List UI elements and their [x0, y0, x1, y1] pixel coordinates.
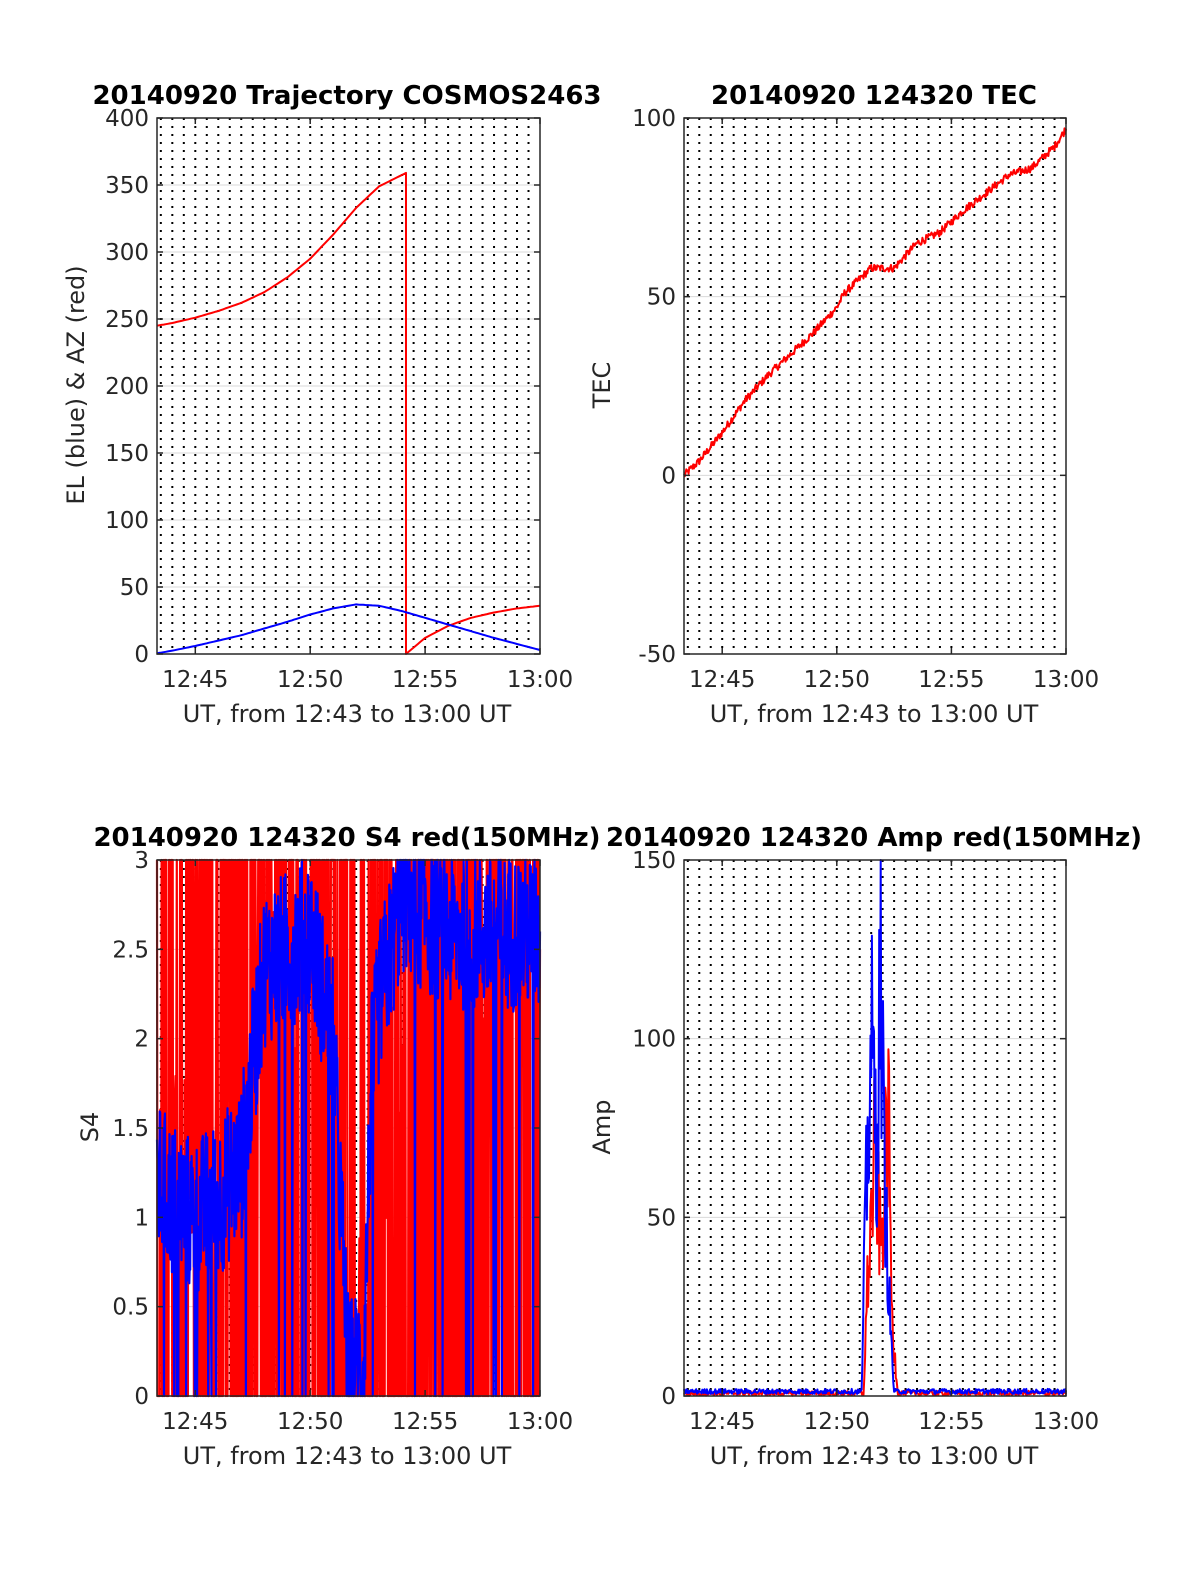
panel-s4: 20140920 124320 S4 red(150MHz) UT, from … [76, 823, 601, 1470]
x-axis-label: UT, from 12:43 to 13:00 UT [710, 1442, 1039, 1470]
y-tick-label: 1 [134, 1205, 149, 1231]
chart-title: 20140920 Trajectory COSMOS2463 [92, 81, 601, 111]
x-tick-label: 12:45 [162, 667, 228, 693]
x-tick-label: 12:55 [392, 667, 458, 693]
x-tick-label: 13:00 [507, 667, 573, 693]
axes-box [683, 117, 1067, 655]
x-tick-label: 12:55 [392, 1409, 458, 1435]
x-tick-label: 13:00 [507, 1409, 573, 1435]
y-tick-label: 350 [105, 173, 149, 199]
y-axis-label: S4 [76, 1112, 104, 1143]
y-tick-label: 3 [134, 848, 149, 874]
chart-title: 20140920 124320 Amp red(150MHz) [606, 823, 1142, 853]
x-tick-label: 12:50 [277, 667, 343, 693]
y-tick-label: 100 [632, 106, 676, 132]
plot-area: 0 50 100 150 200 250 300 350 400 12:45 12:50 12:55 1… [105, 106, 573, 693]
y-tick-label: 150 [632, 848, 676, 874]
y-tick-label: 1.5 [112, 1116, 149, 1142]
y-tick-label: 250 [105, 307, 149, 333]
y-tick-label: 0 [661, 1384, 676, 1410]
y-tick-label: 200 [105, 374, 149, 400]
panel-tec: 20140920 124320 TEC UT, from 12:43 to 13… [588, 81, 1099, 728]
x-tick-label: 12:50 [804, 667, 870, 693]
series-line-blue [156, 603, 541, 655]
x-tick-label: 12:55 [918, 1409, 984, 1435]
y-tick-label: 400 [105, 106, 149, 132]
chart-title: 20140920 124320 S4 red(150MHz) [93, 823, 600, 853]
y-tick-label: -50 [638, 642, 676, 668]
x-axis-label: UT, from 12:43 to 13:00 UT [183, 1442, 512, 1470]
y-tick-label: 2 [134, 1027, 149, 1053]
x-tick-label: 13:00 [1033, 1409, 1099, 1435]
series-line-red [156, 171, 541, 655]
y-tick-label: 100 [632, 1027, 676, 1053]
y-tick-label: 0 [661, 463, 676, 489]
x-tick-label: 12:50 [804, 1409, 870, 1435]
plot-area: -50 0 50 100 12:45 12:50 12:55 13:00 [632, 106, 1099, 693]
x-tick-label: 12:45 [689, 667, 755, 693]
y-tick-label: 50 [647, 285, 676, 311]
x-axis-label: UT, from 12:43 to 13:00 UT [183, 700, 512, 728]
y-tick-label: 2.5 [112, 937, 149, 963]
plot-area: 0 0.5 1 1.5 2 2.5 3 12:45 12:50 12:55 13:00 [112, 848, 573, 1435]
y-tick-label: 50 [120, 575, 149, 601]
plot-area: 0 50 100 150 12:45 12:50 12:55 13:00 [632, 848, 1099, 1435]
x-tick-label: 12:45 [689, 1409, 755, 1435]
y-axis-label: TEC [588, 362, 616, 410]
chart-title: 20140920 124320 TEC [711, 81, 1037, 111]
panel-trajectory: 20140920 Trajectory COSMOS2463 UT, from … [62, 81, 602, 728]
y-tick-label: 0 [134, 642, 149, 668]
x-tick-label: 12:45 [162, 1409, 228, 1435]
y-tick-label: 0 [134, 1384, 149, 1410]
y-tick-label: 0.5 [112, 1295, 149, 1321]
panel-amp: 20140920 124320 Amp red(150MHz) UT, from… [588, 823, 1142, 1470]
y-tick-label: 100 [105, 508, 149, 534]
y-axis-label: EL (blue) & AZ (red) [62, 265, 90, 504]
y-tick-label: 300 [105, 240, 149, 266]
series-line-blue [683, 859, 1067, 1395]
x-tick-label: 12:50 [277, 1409, 343, 1435]
x-axis-label: UT, from 12:43 to 13:00 UT [710, 700, 1039, 728]
y-tick-label: 150 [105, 441, 149, 467]
x-tick-label: 12:55 [918, 667, 984, 693]
y-tick-label: 50 [647, 1205, 676, 1231]
x-tick-label: 13:00 [1033, 667, 1099, 693]
y-axis-label: Amp [588, 1099, 616, 1154]
axes-box [683, 859, 1067, 1397]
series-line-red [683, 127, 1067, 478]
